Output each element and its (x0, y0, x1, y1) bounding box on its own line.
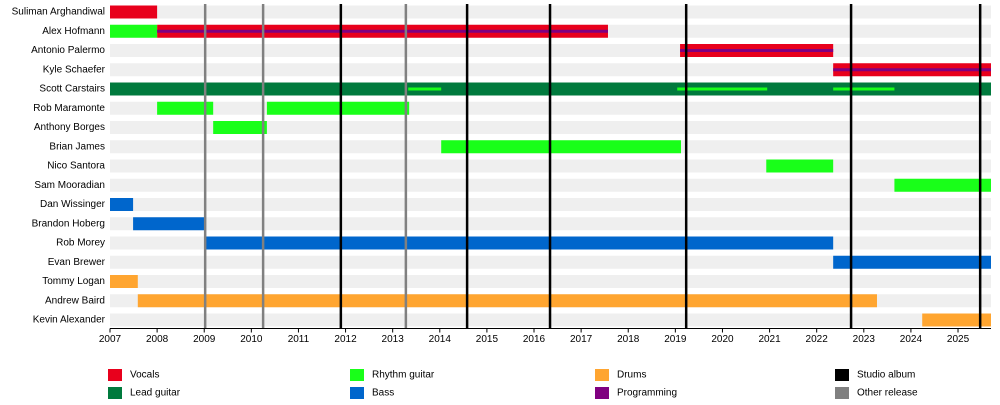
member-label: Alex Hofmann (42, 26, 105, 37)
legend-label: Programming (617, 388, 677, 399)
member-label: Nico Santora (47, 161, 105, 172)
x-tick-label: 2022 (806, 334, 829, 345)
legend-label: Bass (372, 388, 394, 399)
x-tick-label: 2025 (947, 334, 970, 345)
x-tick-label: 2009 (193, 334, 216, 345)
legend-label: Vocals (130, 370, 159, 381)
x-tick-label: 2019 (664, 334, 687, 345)
member-label: Scott Carstairs (39, 84, 105, 95)
role-bar (266, 101, 410, 115)
member-label: Sam Mooradian (34, 180, 105, 191)
member-label: Tommy Logan (42, 276, 105, 287)
member-label: Brian James (49, 141, 105, 152)
legend-swatch (835, 369, 849, 381)
legend-swatch (595, 369, 609, 381)
member-label: Kevin Alexander (33, 315, 106, 326)
role-bar (205, 236, 834, 250)
role-bar (133, 217, 206, 231)
role-bar (833, 255, 991, 269)
role-bar (766, 159, 834, 173)
x-tick-label: 2015 (476, 334, 499, 345)
role-bar (157, 101, 214, 115)
legend-label: Other release (857, 388, 918, 399)
legend-label: Rhythm guitar (372, 370, 435, 381)
legend-swatch (108, 369, 122, 381)
member-label: Anthony Borges (34, 122, 105, 133)
legend-swatch (108, 387, 122, 399)
legend-label: Drums (617, 370, 646, 381)
role-bar (110, 24, 158, 38)
legend-swatch (350, 369, 364, 381)
x-tick-label: 2007 (99, 334, 122, 345)
x-tick-label: 2008 (146, 334, 169, 345)
x-tick-label: 2023 (853, 334, 876, 345)
member-label: Suliman Arghandiwal (12, 7, 105, 18)
member-label: Kyle Schaefer (43, 64, 106, 75)
role-bar (213, 121, 267, 134)
role-bar (894, 178, 991, 192)
member-label: Brandon Hoberg (32, 218, 105, 229)
role-bar (922, 313, 991, 327)
role-bar (110, 198, 134, 211)
member-label: Antonio Palermo (31, 45, 105, 56)
overlay-bar (408, 87, 442, 91)
overlay-bar (680, 49, 834, 52)
x-tick-label: 2011 (288, 334, 310, 345)
member-label: Rob Maramonte (33, 103, 105, 114)
x-tick-label: 2021 (758, 334, 781, 345)
overlay-bar (677, 87, 768, 91)
role-bar (110, 5, 158, 19)
legend-swatch (835, 387, 849, 399)
member-label: Dan Wissinger (40, 199, 106, 210)
x-tick-label: 2018 (617, 334, 640, 345)
x-tick-label: 2017 (570, 334, 593, 345)
legend-label: Lead guitar (130, 388, 181, 399)
overlay-bar (833, 87, 895, 91)
legend-swatch (350, 387, 364, 399)
legend-label: Studio album (857, 370, 915, 381)
overlay-bar (157, 29, 608, 33)
member-label: Evan Brewer (48, 257, 106, 268)
x-tick-label: 2024 (900, 334, 923, 345)
x-tick-label: 2010 (240, 334, 263, 345)
role-bar (441, 140, 682, 154)
legend-swatch (595, 387, 609, 399)
member-label: Andrew Baird (45, 295, 105, 306)
overlay-bar (833, 68, 991, 72)
role-bar (137, 294, 877, 308)
x-tick-label: 2013 (382, 334, 405, 345)
role-bar (110, 275, 138, 288)
x-tick-label: 2016 (523, 334, 546, 345)
x-tick-label: 2020 (711, 334, 734, 345)
x-tick-label: 2014 (429, 334, 452, 345)
member-label: Rob Morey (56, 238, 105, 249)
x-tick-label: 2012 (334, 334, 357, 345)
